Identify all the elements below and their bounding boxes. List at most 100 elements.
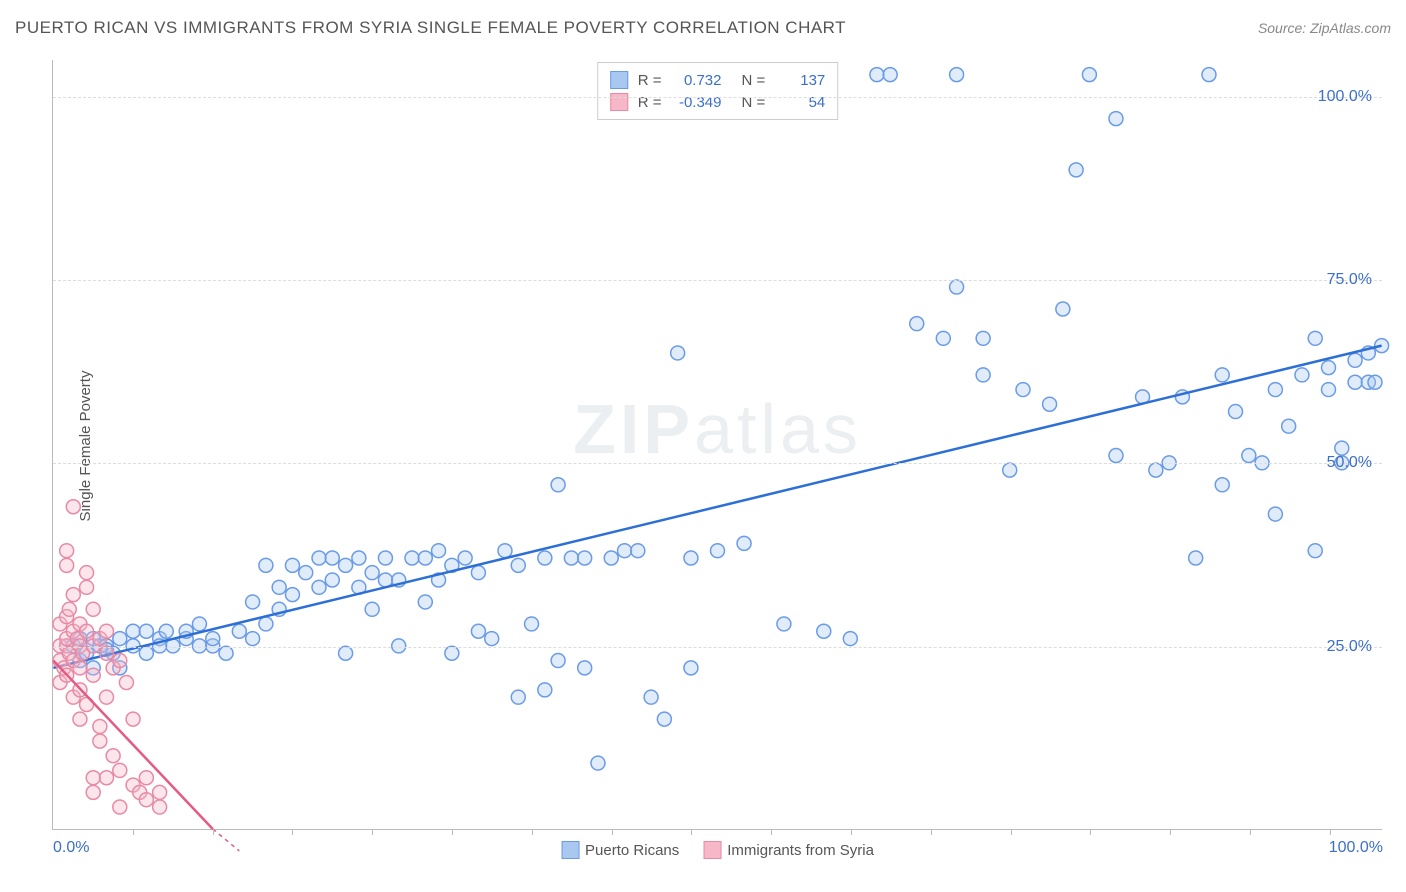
data-point <box>325 551 339 565</box>
y-tick-label: 50.0% <box>1327 454 1372 472</box>
legend-swatch <box>703 841 721 859</box>
data-point <box>339 558 353 572</box>
data-point <box>100 646 114 660</box>
data-point <box>551 478 565 492</box>
data-point <box>950 280 964 294</box>
data-point <box>139 646 153 660</box>
x-tick-mark <box>133 829 134 835</box>
data-point <box>485 632 499 646</box>
data-point <box>684 661 698 675</box>
data-point <box>1368 375 1382 389</box>
data-point <box>339 646 353 660</box>
data-point <box>60 544 74 558</box>
data-point <box>1003 463 1017 477</box>
data-point <box>299 566 313 580</box>
data-point <box>936 331 950 345</box>
gridline <box>53 463 1382 464</box>
data-point <box>498 544 512 558</box>
data-point <box>1308 544 1322 558</box>
data-point <box>1016 383 1030 397</box>
data-point <box>73 661 87 675</box>
data-point <box>86 785 100 799</box>
legend-label: Immigrants from Syria <box>727 842 874 859</box>
trend-line-extension <box>213 829 240 851</box>
gridline <box>53 280 1382 281</box>
correlation-legend: R =0.732N =137R =-0.349N =54 <box>597 62 839 120</box>
legend-label: Puerto Ricans <box>585 842 679 859</box>
data-point <box>139 624 153 638</box>
gridline <box>53 97 1382 98</box>
x-tick-mark <box>292 829 293 835</box>
data-point <box>153 785 167 799</box>
legend-item: Puerto Ricans <box>561 841 679 859</box>
data-point <box>1043 397 1057 411</box>
data-point <box>285 588 299 602</box>
n-value: 137 <box>775 72 825 89</box>
data-point <box>737 536 751 550</box>
data-point <box>910 317 924 331</box>
data-point <box>1322 361 1336 375</box>
data-point <box>591 756 605 770</box>
trend-line <box>53 346 1381 668</box>
data-point <box>976 368 990 382</box>
data-point <box>538 683 552 697</box>
data-point <box>113 763 127 777</box>
chart-title: PUERTO RICAN VS IMMIGRANTS FROM SYRIA SI… <box>15 18 846 38</box>
data-point <box>1268 383 1282 397</box>
data-point <box>1242 448 1256 462</box>
data-point <box>976 331 990 345</box>
x-tick-mark <box>1330 829 1331 835</box>
data-point <box>1348 375 1362 389</box>
x-tick-mark <box>771 829 772 835</box>
x-tick-label: 100.0% <box>1329 839 1383 857</box>
data-point <box>578 551 592 565</box>
data-point <box>80 580 94 594</box>
data-point <box>60 558 74 572</box>
y-tick-label: 100.0% <box>1318 88 1372 106</box>
data-point <box>1215 368 1229 382</box>
data-point <box>432 544 446 558</box>
x-tick-mark <box>851 829 852 835</box>
data-point <box>1082 68 1096 82</box>
data-point <box>365 566 379 580</box>
data-point <box>73 712 87 726</box>
data-point <box>1348 353 1362 367</box>
data-point <box>325 573 339 587</box>
data-point <box>1149 463 1163 477</box>
data-point <box>604 551 618 565</box>
data-point <box>246 632 260 646</box>
data-point <box>511 690 525 704</box>
data-point <box>1322 383 1336 397</box>
data-point <box>159 624 173 638</box>
data-point <box>1215 478 1229 492</box>
data-point <box>86 602 100 616</box>
data-point <box>777 617 791 631</box>
data-point <box>80 624 94 638</box>
data-point <box>352 551 366 565</box>
data-point <box>113 654 127 668</box>
r-label: R = <box>638 72 662 89</box>
data-point <box>551 654 565 668</box>
data-point <box>126 712 140 726</box>
x-tick-mark <box>372 829 373 835</box>
x-tick-mark <box>532 829 533 835</box>
data-point <box>578 661 592 675</box>
data-point <box>219 646 233 660</box>
x-tick-mark <box>612 829 613 835</box>
x-tick-label: 0.0% <box>53 839 89 857</box>
data-point <box>631 544 645 558</box>
data-point <box>564 551 578 565</box>
legend-swatch <box>561 841 579 859</box>
data-point <box>711 544 725 558</box>
data-point <box>66 588 80 602</box>
x-tick-mark <box>691 829 692 835</box>
data-point <box>113 632 127 646</box>
data-point <box>418 551 432 565</box>
series-legend: Puerto Ricans Immigrants from Syria <box>561 841 874 859</box>
data-point <box>93 719 107 733</box>
data-point <box>1282 419 1296 433</box>
data-point <box>206 632 220 646</box>
data-point <box>153 800 167 814</box>
data-point <box>62 602 76 616</box>
data-point <box>671 346 685 360</box>
